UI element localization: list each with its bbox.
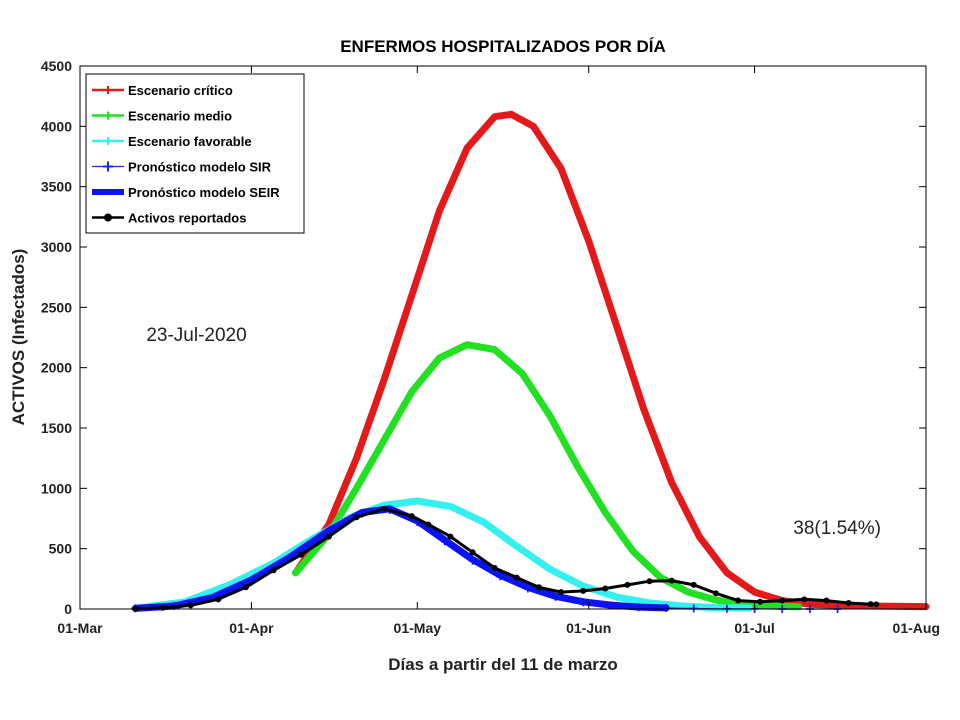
- series-point: [159, 604, 166, 611]
- y-tick-label: 1500: [41, 420, 72, 436]
- series-point: [845, 599, 852, 606]
- x-tick-label: 01-Jun: [566, 620, 611, 636]
- legend-entry: Activos reportados: [92, 211, 246, 226]
- x-tick-label: 01-May: [394, 620, 442, 636]
- y-tick-label: 500: [49, 541, 73, 557]
- axes-box: [79, 65, 927, 610]
- series-point: [602, 585, 609, 592]
- y-tick-label: 2000: [41, 360, 72, 376]
- annotation-1: 23-Jul-2020: [146, 325, 246, 346]
- series-point: [469, 549, 476, 556]
- legend-marker: [104, 111, 112, 120]
- legend-label: Escenario medio: [128, 109, 232, 124]
- legend-marker: [103, 161, 113, 172]
- series-point: [735, 597, 741, 604]
- legend-label: Pronóstico modelo SEIR: [128, 185, 280, 200]
- series-point: [712, 590, 719, 597]
- legend-label: Pronóstico modelo SIR: [128, 160, 272, 175]
- y-tick-label: 0: [64, 601, 72, 617]
- series-point: [668, 577, 675, 584]
- annotation-2: 38(1.54%): [793, 518, 881, 539]
- series-point: [353, 514, 360, 521]
- series-point: [690, 581, 697, 588]
- series-line: [131, 497, 753, 612]
- series-point: [624, 581, 631, 588]
- y-tick-label: 3500: [41, 179, 72, 195]
- legend-marker: [104, 137, 112, 145]
- series-1: [292, 110, 930, 611]
- series-point: [757, 598, 764, 605]
- x-tick-label: 01-Apr: [229, 620, 274, 636]
- series-2: [292, 341, 803, 611]
- annotations: 23-Jul-2020 38(1.54%): [146, 325, 881, 539]
- series-point: [580, 587, 587, 594]
- x-tick-label: 01-Aug: [893, 620, 940, 636]
- legend-entry: Escenario crítico: [92, 83, 233, 98]
- y-tick-label: 1000: [41, 480, 72, 496]
- series-point: [447, 533, 454, 540]
- series-point: [823, 597, 830, 604]
- series-point: [242, 584, 249, 591]
- series-point: [408, 513, 415, 520]
- axes: 0 500 1000 1500 2000 2500 3000 3500 4000 4500 01-M…: [41, 58, 940, 636]
- legend: Escenario crítico Escenario medio Escenari…: [85, 73, 305, 234]
- series-line: [131, 505, 670, 612]
- series-3: [131, 497, 753, 612]
- series-point: [535, 584, 542, 591]
- series-line: [292, 110, 930, 611]
- legend-marker: [104, 86, 112, 94]
- series-point: [801, 596, 808, 603]
- series-point: [381, 505, 388, 512]
- series-point: [215, 596, 222, 603]
- legend-entry: Escenario favorable: [92, 134, 252, 149]
- chart-title: ENFERMOS HOSPITALIZADOS POR DÍA: [340, 37, 666, 56]
- series-point: [187, 602, 194, 609]
- legend-label: Escenario favorable: [128, 134, 252, 149]
- series-point: [779, 597, 786, 604]
- series-point: [513, 574, 520, 581]
- series-point: [425, 521, 432, 528]
- series-point: [873, 601, 880, 608]
- x-axis-label: Días a partir del 11 de marzo: [388, 655, 618, 674]
- legend-box: [85, 73, 305, 234]
- series-point: [558, 589, 565, 596]
- y-tick-label: 4500: [41, 58, 72, 74]
- legend-label: Activos reportados: [128, 211, 246, 226]
- series-5: [131, 505, 670, 612]
- series-point: [867, 601, 874, 608]
- legend-marker: [104, 213, 112, 222]
- series-point: [491, 564, 498, 571]
- legend-entry: Escenario medio: [92, 109, 232, 124]
- legend-entry: Pronóstico modelo SEIR: [92, 185, 280, 200]
- x-tick-label: 01-Mar: [57, 620, 103, 636]
- series-point: [325, 533, 332, 540]
- x-tick-label: 01-Jul: [734, 620, 774, 636]
- series-point: [298, 551, 305, 558]
- series-point: [646, 578, 653, 585]
- plot-area: [131, 110, 930, 613]
- y-tick-label: 3000: [41, 239, 72, 255]
- legend-label: Escenario crítico: [128, 83, 233, 98]
- series-line: [292, 341, 803, 611]
- y-tick-label: 4000: [41, 118, 72, 134]
- series-point: [270, 567, 277, 574]
- y-tick-label: 2500: [41, 299, 72, 315]
- y-axis-label: ACTIVOS (Infectados): [9, 249, 28, 426]
- legend-entry: Pronóstico modelo SIR: [92, 160, 272, 175]
